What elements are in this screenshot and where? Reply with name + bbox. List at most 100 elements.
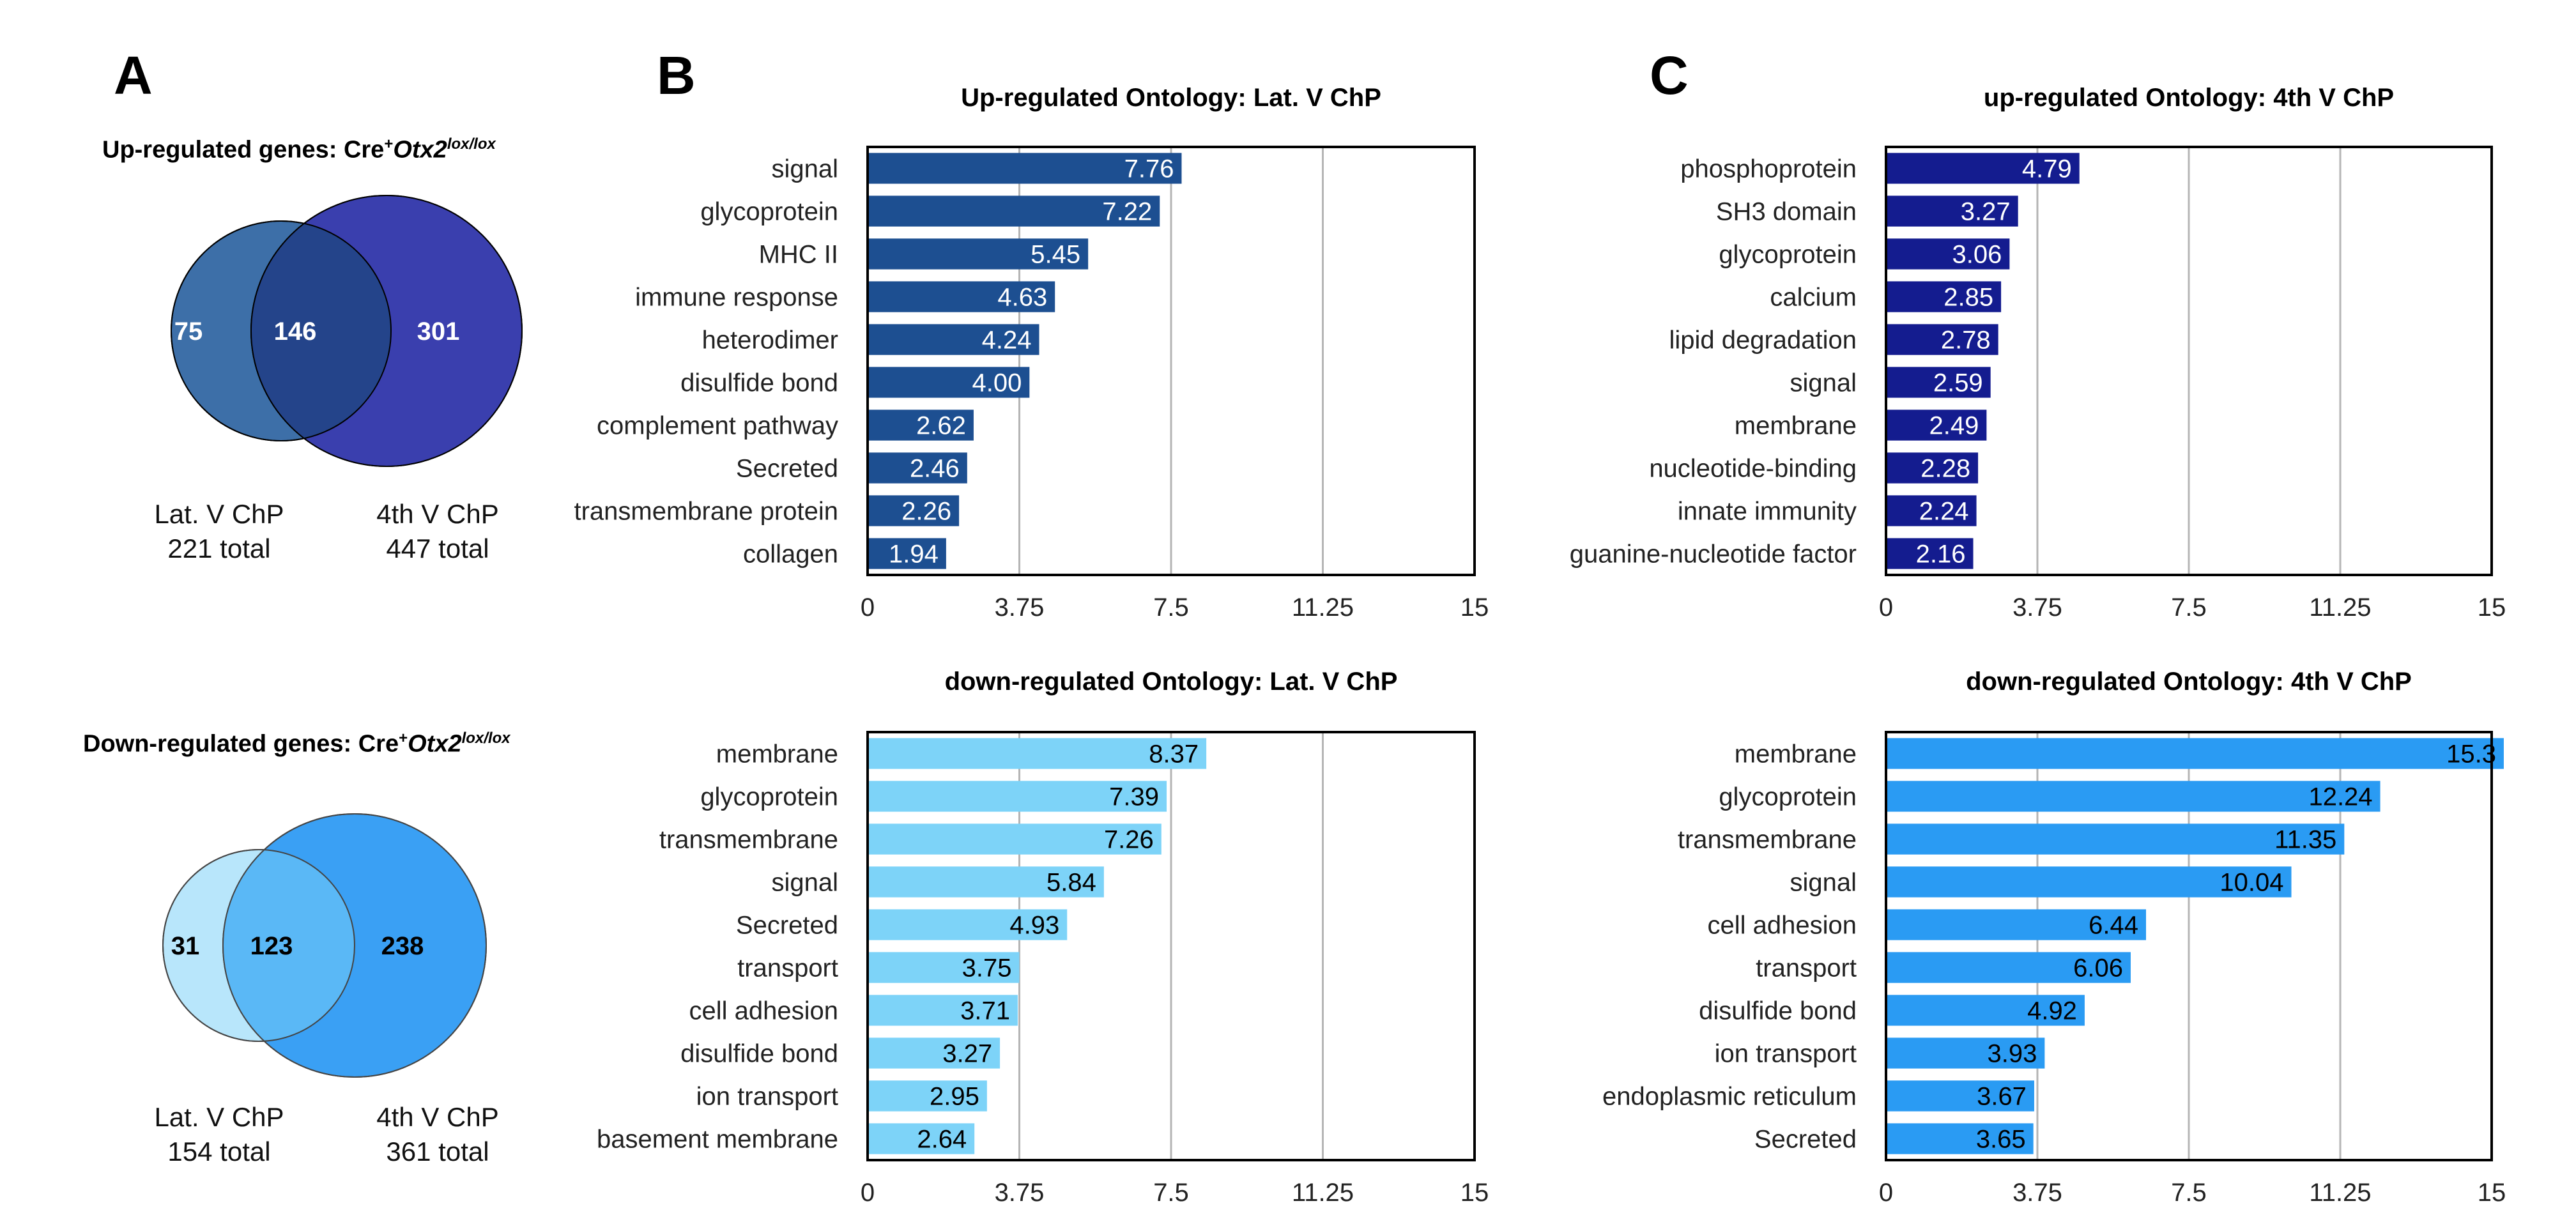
category-label: membrane — [716, 740, 838, 769]
x-tick-label: 11.25 — [2309, 593, 2371, 622]
value-label: 2.95 — [930, 1083, 979, 1111]
value-label: 4.24 — [982, 326, 1032, 355]
bar — [1887, 781, 2380, 812]
bar — [1887, 866, 2292, 898]
category-label: glycoprotein — [1719, 241, 1857, 269]
bar — [1887, 823, 2345, 855]
bar — [1887, 324, 1998, 355]
x-tick-label: 15 — [2478, 1179, 2506, 1207]
bar — [869, 995, 1018, 1026]
x-tick-label: 7.5 — [1153, 1179, 1189, 1207]
x-tick-label: 7.5 — [2171, 593, 2207, 622]
venn-up-title: Up-regulated genes: Cre+Otx2lox/lox — [102, 135, 496, 164]
venn-down-right-label: 4th V ChP 361 total — [376, 1102, 499, 1167]
value-label: 15.3 — [2446, 740, 2496, 769]
value-label: 10.04 — [2220, 869, 2283, 897]
value-label: 7.22 — [1102, 198, 1152, 226]
plot-frame — [866, 146, 1476, 576]
bar — [1887, 1123, 2034, 1154]
venn-up-overlap-count: 146 — [274, 317, 317, 346]
category-label: transport — [737, 954, 838, 983]
x-tick-label: 3.75 — [2012, 1179, 2062, 1207]
x-tick-label: 11.25 — [1292, 593, 1354, 622]
category-label: lipid degradation — [1669, 326, 1857, 355]
category-label: Secreted — [736, 912, 838, 940]
venn-diagrams: 75 146 301 31 123 238 — [162, 195, 523, 1078]
value-label: 4.92 — [2027, 997, 2077, 1025]
value-label: 2.85 — [1943, 284, 1993, 312]
x-tick-label: 3.75 — [995, 1179, 1045, 1207]
bar — [869, 495, 960, 526]
x-tick-label: 0 — [1879, 1179, 1893, 1207]
value-label: 2.78 — [1941, 326, 1991, 355]
value-label: 3.27 — [942, 1040, 992, 1068]
category-label: cell adhesion — [1708, 912, 1857, 940]
category-label: cell adhesion — [689, 997, 839, 1025]
x-tick-label: 0 — [1879, 593, 1893, 622]
venn-up-overlap — [251, 221, 391, 441]
bar — [869, 823, 1162, 855]
panel-letter-a: A — [114, 45, 153, 105]
category-label: membrane — [1735, 412, 1857, 440]
venn-down-left-count: 31 — [171, 932, 200, 960]
bar — [1887, 452, 1979, 484]
category-label: signal — [771, 869, 838, 897]
bar — [1887, 195, 2018, 227]
x-tick-label: 11.25 — [2309, 1179, 2371, 1207]
category-label: membrane — [1735, 740, 1857, 769]
chart-title: down-regulated Ontology: Lat. V ChP — [945, 668, 1398, 696]
value-label: 3.67 — [1977, 1083, 2027, 1111]
venn-down-title: Down-regulated genes: Cre+Otx2lox/lox — [83, 730, 510, 758]
category-label: disulfide bond — [1699, 997, 1857, 1025]
category-label: nucleotide-binding — [1649, 455, 1857, 483]
x-tick-label: 0 — [861, 1179, 875, 1207]
category-label: disulfide bond — [680, 1040, 838, 1068]
panel-letter-b: B — [657, 45, 696, 105]
value-label: 5.45 — [1031, 241, 1080, 269]
x-tick-label: 0 — [861, 593, 875, 622]
value-label: 3.93 — [1988, 1040, 2037, 1068]
venn-down-overlap — [223, 850, 355, 1041]
value-label: 4.00 — [972, 369, 1022, 397]
category-label: calcium — [1770, 284, 1857, 312]
chart-down-4th: down-regulated Ontology: 4th V ChP 15.3 me… — [1602, 668, 2506, 1207]
bar — [869, 324, 1039, 355]
value-label: 5.84 — [1046, 869, 1096, 897]
value-label: 6.44 — [2089, 912, 2138, 940]
bar — [869, 781, 1167, 812]
plot-frame — [1885, 731, 2493, 1161]
value-label: 3.27 — [1961, 198, 2011, 226]
value-label: 7.39 — [1109, 783, 1159, 811]
venn-down-right-count: 238 — [381, 932, 424, 960]
chart-title: up-regulated Ontology: 4th V ChP — [1984, 84, 2394, 112]
value-label: 2.46 — [910, 455, 960, 483]
bar — [869, 909, 1068, 940]
x-tick-label: 15 — [2478, 593, 2506, 622]
category-label: transport — [1756, 954, 1857, 983]
venn-down-left-label: Lat. V ChP 154 total — [154, 1102, 284, 1167]
value-label: 3.71 — [960, 997, 1010, 1025]
bar — [869, 238, 1089, 270]
bar — [869, 1080, 987, 1112]
bar — [1887, 909, 2147, 940]
category-label: Secreted — [736, 455, 838, 483]
bar — [1887, 538, 1974, 569]
value-label: 2.26 — [901, 498, 951, 526]
category-label: signal — [1790, 369, 1857, 397]
value-label: 12.24 — [2308, 783, 2372, 811]
bar — [1887, 952, 2131, 983]
chart-title: down-regulated Ontology: 4th V ChP — [1966, 668, 2412, 696]
category-label: transmembrane — [659, 826, 838, 854]
category-label: phosphoprotein — [1680, 155, 1857, 183]
bar — [869, 538, 946, 569]
venn-down-overlap-count: 123 — [250, 932, 293, 960]
panel-letter-c: C — [1650, 45, 1689, 105]
value-label: 4.93 — [1009, 912, 1059, 940]
venn-up-left-label: Lat. V ChP 221 total — [154, 499, 284, 563]
category-label: transmembrane — [1678, 826, 1857, 854]
category-label: immune response — [635, 284, 838, 312]
venn-up-right-label: 4th V ChP 447 total — [376, 499, 499, 563]
x-tick-label: 3.75 — [2012, 593, 2062, 622]
venn-up-left-count: 75 — [174, 317, 203, 346]
value-label: 3.65 — [1976, 1126, 2026, 1154]
